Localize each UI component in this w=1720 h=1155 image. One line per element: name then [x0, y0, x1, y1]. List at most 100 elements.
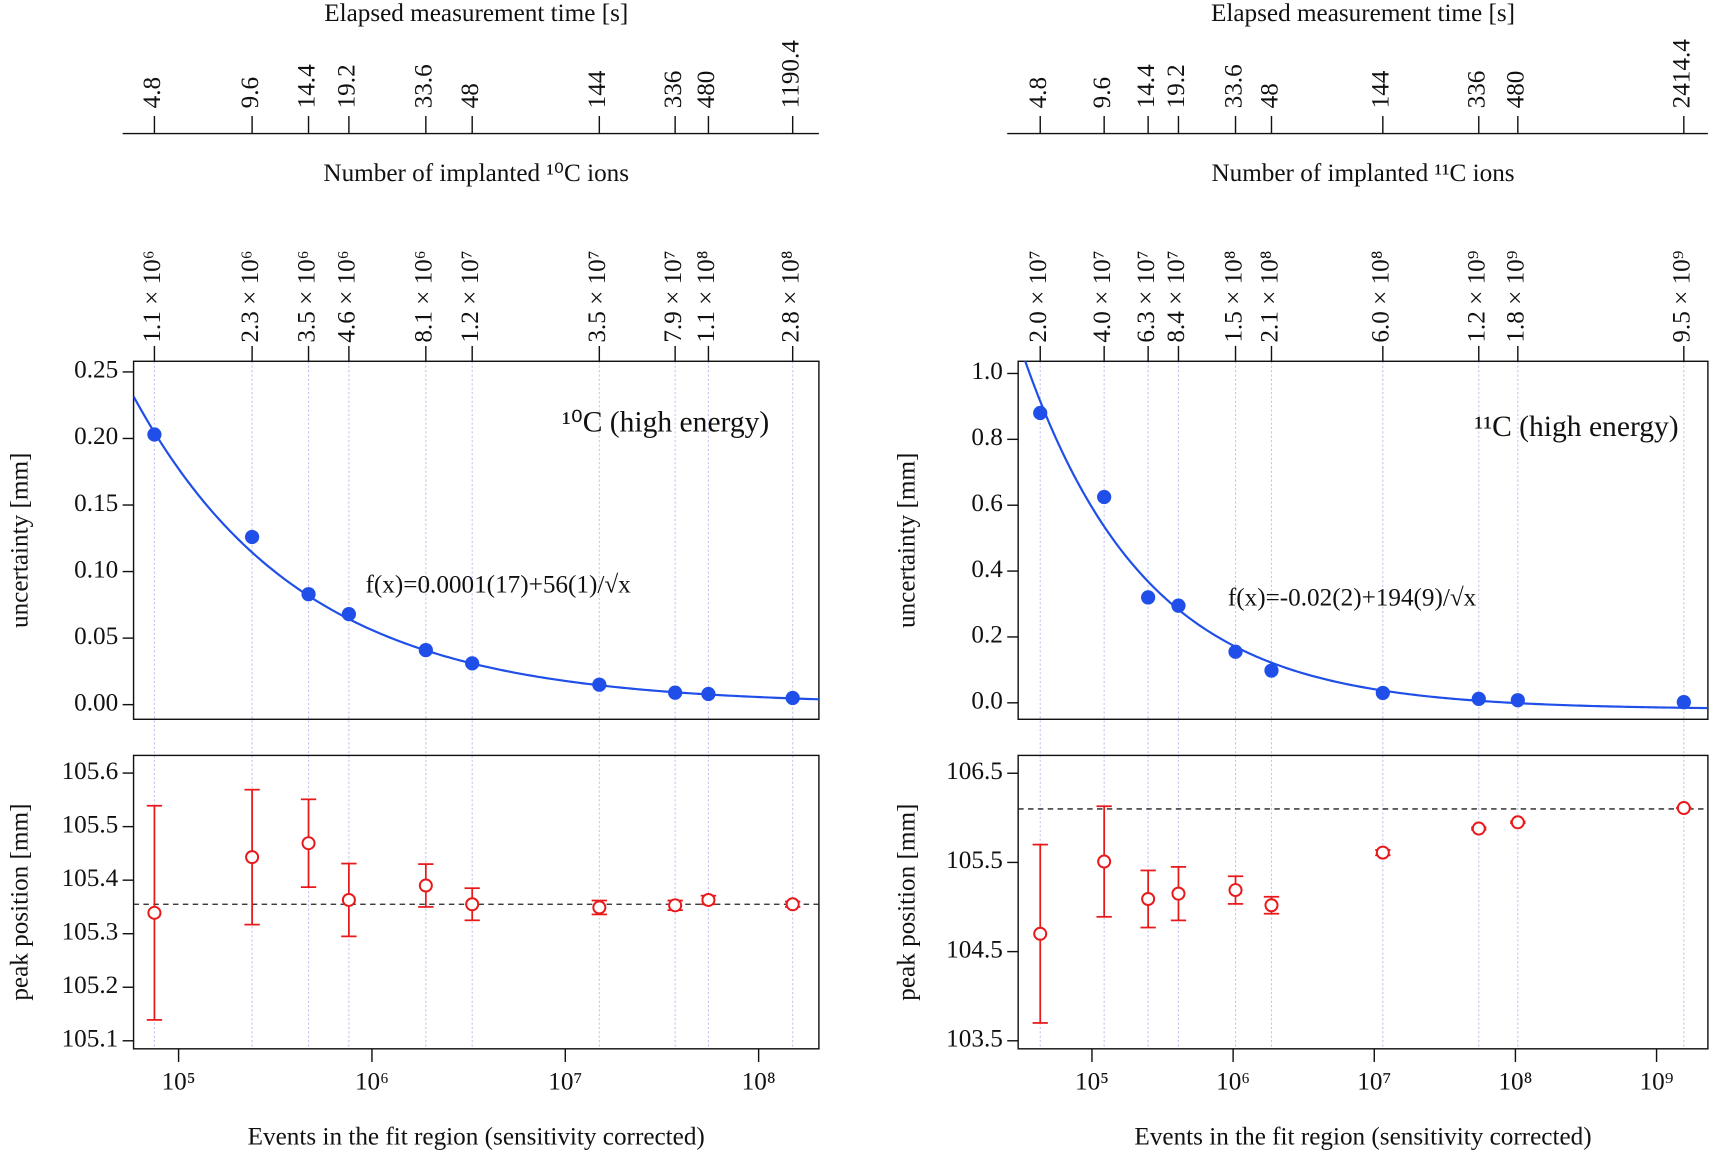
y-tick-label: 0.2 [971, 622, 1002, 649]
y-tick-label: 0.00 [74, 689, 118, 716]
data-point [1510, 815, 1525, 830]
data-point [1033, 405, 1048, 421]
top-tick-label: 2.8 × 10⁸ [777, 250, 804, 342]
x-tick-label: 10⁸ [742, 1069, 776, 1096]
y-tick-label: 105.2 [62, 972, 119, 999]
y-axis-title: uncertainty [mm] [893, 453, 920, 628]
annotation: ¹⁰C (high energy) [562, 407, 769, 439]
y-tick-label: 0.0 [971, 688, 1002, 715]
top-tick-label: 9.6 [1089, 77, 1116, 108]
top-tick-label: 3.5 × 10⁶ [293, 250, 320, 342]
data-point [147, 905, 162, 920]
top-tick-label: 6.0 × 10⁸ [1368, 250, 1395, 342]
y-tick-label: 0.15 [74, 490, 118, 517]
axis-title: Number of implanted ¹¹C ions [1211, 160, 1514, 187]
top-tick-label: 6.3 × 10⁷ [1133, 250, 1160, 342]
data-point [147, 427, 162, 442]
y-tick-label: 105.5 [62, 811, 119, 838]
data-point [668, 685, 683, 700]
x-tick-label: 10⁵ [1075, 1069, 1109, 1096]
data-point [341, 607, 357, 622]
top-tick-label: 2.1 × 10⁸ [1256, 250, 1283, 342]
x-tick-label: 10⁸ [1498, 1069, 1532, 1096]
x-tick-label: 10⁷ [548, 1069, 582, 1096]
y-tick-label: 104.5 [946, 936, 1003, 963]
data-point [465, 656, 480, 671]
data-point [1097, 489, 1112, 505]
data-point [1510, 693, 1525, 708]
y-tick-label: 105.3 [62, 918, 119, 945]
data-point [668, 898, 683, 913]
data-point [301, 836, 316, 851]
top-tick-label: 2.3 × 10⁶ [237, 250, 264, 342]
y-axis-title: peak position [mm] [893, 804, 920, 1001]
data-point [1264, 898, 1279, 913]
top-tick-label: 4.0 × 10⁷ [1089, 250, 1116, 342]
x-tick-label: 10⁶ [355, 1069, 389, 1096]
data-point [245, 850, 260, 865]
axis-title: Elapsed measurement time [s] [1211, 0, 1515, 27]
plot-frame [1017, 754, 1709, 1050]
x-tick-label: 10⁶ [1216, 1069, 1250, 1096]
top-tick-label: 3.5 × 10⁷ [584, 250, 611, 342]
y-tick-label: 103.5 [946, 1026, 1003, 1053]
top-tick-label: 14.4 [293, 64, 320, 108]
data-point [301, 587, 316, 602]
y-axis-title: peak position [mm] [7, 804, 34, 1001]
data-point [701, 686, 716, 702]
x-axis-title: Events in the fit region (sensitivity co… [1134, 1123, 1591, 1150]
y-tick-label: 0.6 [971, 490, 1002, 517]
y-axis-title: uncertainty [mm] [7, 453, 34, 628]
y-tick-label: 0.4 [971, 556, 1003, 583]
x-tick-label: 10⁵ [162, 1069, 196, 1096]
y-tick-label: 105.6 [62, 758, 119, 785]
y-tick-label: 1.0 [971, 358, 1002, 385]
data-point [1375, 845, 1390, 860]
top-tick-label: 1.5 × 10⁸ [1220, 250, 1247, 342]
plot-frame [132, 754, 820, 1050]
data-point [1228, 644, 1243, 659]
top-tick-label: 9.5 × 10⁹ [1669, 250, 1696, 342]
top-tick-label: 33.6 [1220, 64, 1247, 108]
data-point [465, 897, 480, 912]
data-point [1033, 926, 1048, 941]
top-tick-label: 48 [457, 83, 484, 108]
top-tick-label: 8.1 × 10⁶ [411, 250, 438, 342]
data-point [785, 897, 800, 912]
top-tick-label: 7.9 × 10⁷ [660, 250, 687, 342]
axis-title: Elapsed measurement time [s] [324, 0, 628, 27]
data-point [1471, 821, 1486, 836]
axis-title: Number of implanted ¹⁰C ions [323, 160, 629, 187]
x-axis-title: Events in the fit region (sensitivity co… [248, 1123, 705, 1150]
data-point [341, 892, 356, 907]
data-point [418, 642, 433, 658]
data-point [1228, 883, 1243, 898]
top-tick-label: 2.0 × 10⁷ [1025, 250, 1052, 342]
top-tick-label: 1.8 × 10⁹ [1503, 250, 1530, 342]
annotation: ¹¹C (high energy) [1474, 411, 1678, 443]
y-tick-label: 0.20 [74, 423, 118, 450]
y-tick-label: 106.5 [946, 758, 1003, 785]
top-tick-label: 4.8 [1025, 77, 1052, 108]
y-tick-label: 0.8 [971, 424, 1002, 451]
plot-frame [132, 360, 820, 720]
top-tick-label: 19.2 [334, 64, 361, 108]
top-tick-label: 1.1 × 10⁶ [139, 250, 166, 342]
data-point [701, 892, 716, 907]
top-tick-label: 1190.4 [777, 40, 804, 109]
data-point [1676, 695, 1691, 710]
data-point [1141, 590, 1156, 605]
data-point [244, 529, 260, 545]
fit-label: f(x)=-0.02(2)+194(9)/√x [1228, 585, 1477, 612]
y-tick-label: 0.05 [74, 623, 118, 650]
top-tick-label: 480 [1503, 71, 1530, 109]
data-point [1097, 854, 1112, 869]
top-tick-label: 33.6 [411, 64, 438, 108]
fit-curve [133, 395, 819, 701]
fit-curve [1024, 361, 1708, 710]
x-tick-label: 10⁷ [1357, 1069, 1391, 1096]
top-tick-label: 144 [1368, 70, 1395, 108]
plot-frame [1017, 360, 1709, 720]
top-tick-label: 19.2 [1163, 64, 1190, 108]
top-tick-label: 1.1 × 10⁸ [693, 250, 720, 342]
